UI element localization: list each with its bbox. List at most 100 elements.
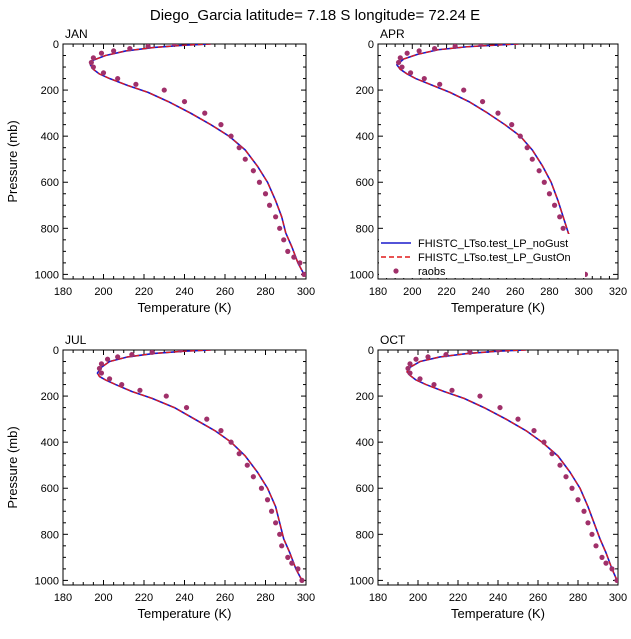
y-tick-label: 0 xyxy=(53,39,59,51)
plot-frame xyxy=(62,43,307,280)
raobs-point xyxy=(171,44,177,47)
raobs-point xyxy=(416,48,422,54)
series-line-guston xyxy=(406,350,618,581)
x-tick-label: 280 xyxy=(256,592,274,604)
x-tick-label: 200 xyxy=(409,592,427,604)
raobs-point xyxy=(256,179,263,185)
raobs-point xyxy=(177,350,184,353)
raobs-point xyxy=(98,361,105,367)
y-tick-label: 400 xyxy=(41,437,59,449)
raobs-point xyxy=(557,462,563,468)
x-tick-label: 260 xyxy=(216,592,234,604)
raobs-point xyxy=(395,59,402,66)
raobs-point xyxy=(575,497,581,503)
x-tick-label: 180 xyxy=(54,592,72,604)
raobs-point xyxy=(541,439,547,445)
y-tick-label: 200 xyxy=(356,85,374,97)
raobs-point xyxy=(301,271,306,277)
raobs-point xyxy=(297,260,303,266)
y-tick-label: 400 xyxy=(356,131,374,143)
raobs-point xyxy=(603,560,609,566)
raobs-point xyxy=(285,248,291,254)
raobs-point xyxy=(277,225,283,231)
raobs-point xyxy=(88,59,94,66)
raobs-point xyxy=(98,50,105,56)
raobs-point xyxy=(285,554,291,560)
raobs-point xyxy=(452,44,458,49)
x-tick-label: 240 xyxy=(472,286,490,298)
raobs-point xyxy=(477,393,483,399)
raobs-point xyxy=(397,55,403,61)
x-tick-label: 280 xyxy=(256,286,274,298)
y-tick-label: 800 xyxy=(41,529,59,541)
panel-label: APR xyxy=(380,27,405,41)
x-axis-title: Temperature (K) xyxy=(451,300,545,315)
raobs-point xyxy=(242,156,248,162)
plot-frame xyxy=(377,349,619,586)
raobs-point xyxy=(279,543,285,549)
raobs-point xyxy=(258,485,265,491)
raobs-point xyxy=(421,75,427,82)
x-tick-label: 240 xyxy=(489,592,507,604)
panel-oct: OCT 180 200 220 240 260 280 300 0 200 400 600 800 100… xyxy=(350,333,628,621)
legend-marker-raobs xyxy=(393,268,399,274)
raobs-point xyxy=(614,577,618,583)
y-tick-label: 600 xyxy=(356,483,374,495)
plot-area xyxy=(96,350,305,583)
series-line-nogust xyxy=(96,350,303,581)
y-tick-label: 1000 xyxy=(350,575,374,587)
raobs-point xyxy=(467,350,473,355)
y-tick-label: 800 xyxy=(41,223,59,235)
x-tick-label: 300 xyxy=(297,592,315,604)
raobs-point xyxy=(541,179,547,185)
x-tick-label: 240 xyxy=(175,286,193,298)
raobs-point xyxy=(529,156,535,162)
raobs-point xyxy=(119,381,125,388)
raobs-point xyxy=(425,354,431,360)
legend: FHISTC_LTso.test_LP_noGust FHISTC_LTso.te… xyxy=(379,234,585,278)
plot-area xyxy=(88,44,306,277)
raobs-point xyxy=(563,474,569,480)
series-line-nogust xyxy=(406,350,618,581)
raobs-point xyxy=(589,531,595,537)
raobs-point xyxy=(273,520,279,526)
raobs-point xyxy=(228,133,234,139)
raobs-point xyxy=(417,376,423,382)
raobs-point xyxy=(202,110,208,116)
raobs-point xyxy=(299,577,305,583)
raobs-point xyxy=(524,145,530,151)
raobs-point xyxy=(127,46,133,52)
raobs-point xyxy=(277,531,283,537)
raobs-point xyxy=(407,361,413,367)
raobs-point xyxy=(497,404,503,411)
legend-label: raobs xyxy=(418,266,446,278)
raobs-point xyxy=(236,145,242,151)
raobs-point xyxy=(399,64,405,70)
raobs-point xyxy=(581,508,587,514)
x-tick-label: 280 xyxy=(540,286,558,298)
raobs-point xyxy=(515,416,521,422)
y-tick-label: 600 xyxy=(41,177,59,189)
x-tick-label: 220 xyxy=(135,286,153,298)
raobs-point xyxy=(599,554,605,560)
raobs-point xyxy=(479,98,486,105)
panel-jul: JUL 180 200 220 240 260 280 300 0 200 400 600 800 100… xyxy=(5,333,315,621)
raobs-point xyxy=(100,70,107,76)
x-tick-label: 180 xyxy=(369,286,387,298)
y-tick-label: 400 xyxy=(356,437,374,449)
raobs-point xyxy=(407,70,414,76)
raobs-point xyxy=(495,350,501,353)
y-tick-label: 1000 xyxy=(35,575,59,587)
raobs-point xyxy=(250,474,256,480)
panels: JAN 180 200 220 240 260 280 300 0 200 400 600 800 100… xyxy=(5,27,627,621)
raobs-point xyxy=(236,451,242,457)
raobs-point xyxy=(111,48,117,54)
y-axis-title: Pressure (mb) xyxy=(5,426,20,508)
y-tick-label: 400 xyxy=(41,131,59,143)
raobs-point xyxy=(90,64,96,70)
figure-title: Diego_Garcia latitude= 7.18 S longitude=… xyxy=(150,7,480,24)
x-tick-label: 200 xyxy=(403,286,421,298)
x-tick-label: 180 xyxy=(54,286,72,298)
raobs-point xyxy=(181,98,188,105)
